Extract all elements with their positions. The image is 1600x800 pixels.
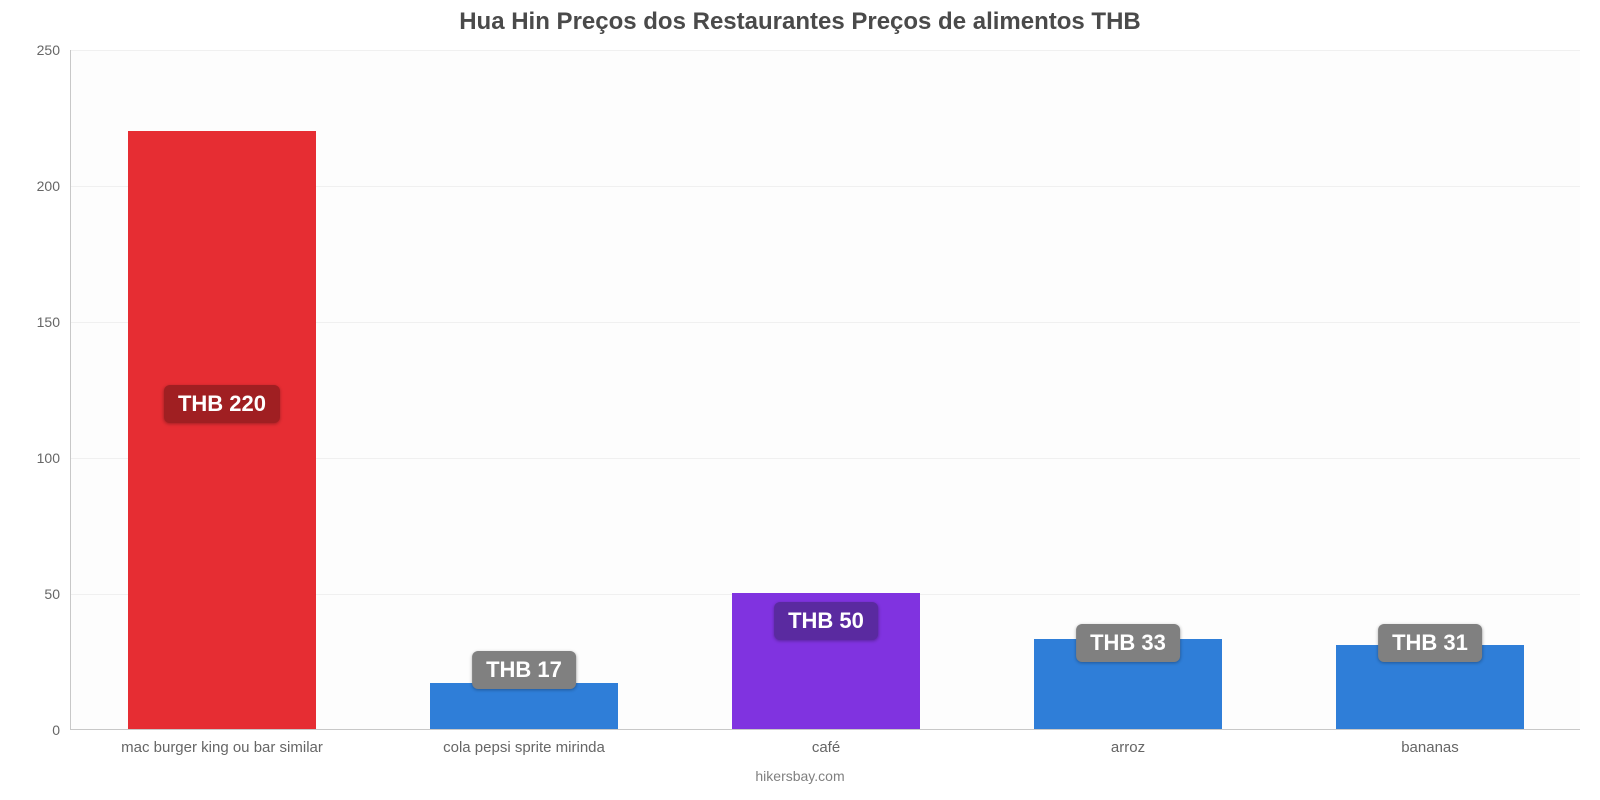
- x-category-label: cola pepsi sprite mirinda: [443, 739, 605, 756]
- y-tick-label: 250: [0, 42, 60, 58]
- bar: [128, 131, 315, 729]
- bar: [430, 683, 617, 729]
- bar-value-label: THB 31: [1378, 624, 1482, 662]
- price-bar-chart: Hua Hin Preços dos Restaurantes Preços d…: [0, 0, 1600, 800]
- y-tick-label: 200: [0, 178, 60, 194]
- x-category-label: mac burger king ou bar similar: [121, 739, 323, 756]
- y-tick-label: 50: [0, 586, 60, 602]
- chart-caption: hikersbay.com: [0, 768, 1600, 784]
- x-category-label: arroz: [1111, 739, 1145, 756]
- y-tick-label: 150: [0, 314, 60, 330]
- y-tick-label: 0: [0, 722, 60, 738]
- bar-value-label: THB 17: [472, 651, 576, 689]
- y-tick-label: 100: [0, 450, 60, 466]
- plot-area: THB 220mac burger king ou bar similarTHB…: [70, 50, 1580, 730]
- chart-title: Hua Hin Preços dos Restaurantes Preços d…: [0, 8, 1600, 36]
- grid-line: [71, 50, 1580, 51]
- x-category-label: bananas: [1401, 739, 1459, 756]
- x-category-label: café: [812, 739, 840, 756]
- bar-value-label: THB 33: [1076, 624, 1180, 662]
- bar-value-label: THB 220: [164, 385, 280, 423]
- bar-value-label: THB 50: [774, 602, 878, 640]
